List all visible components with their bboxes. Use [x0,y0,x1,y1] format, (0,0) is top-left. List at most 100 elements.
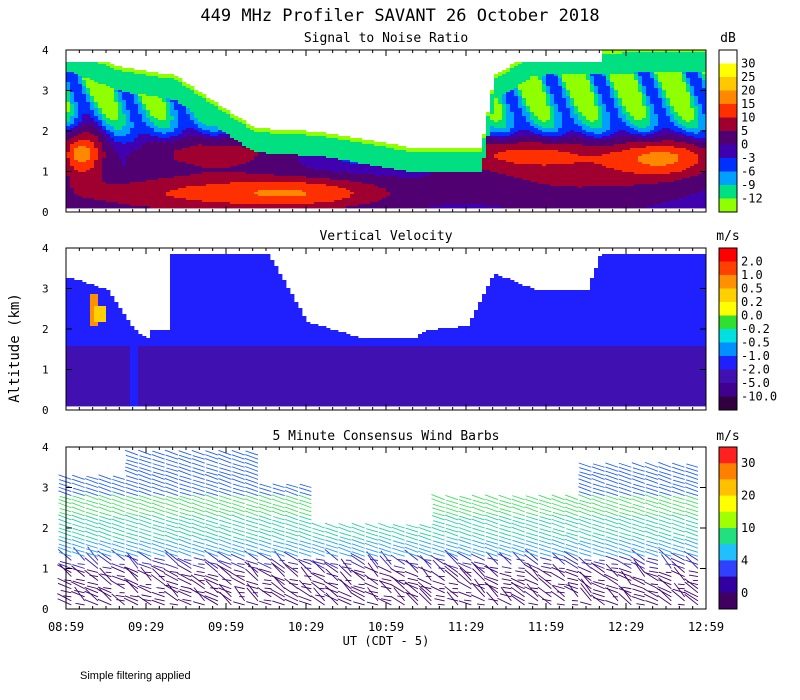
snr-cell [98,132,103,135]
snr-cell [326,188,331,191]
snr-cell [198,108,203,111]
snr-cell [250,194,255,197]
snr-cell [102,134,107,137]
snr-cell [146,202,151,205]
snr-cell [222,152,227,155]
snr-cell [70,136,75,139]
snr-cell [302,148,307,151]
snr-cell [270,148,275,151]
snr-cell [74,84,79,87]
snr-cell [158,204,163,207]
snr-cell [150,158,155,161]
snr-cell [102,144,107,147]
snr-cell [106,190,111,193]
snr-cell [250,138,255,141]
snr-cell [78,150,83,153]
snr-cell [350,184,355,187]
snr-cell [302,156,307,159]
snr-cell [178,104,183,107]
snr-cell [234,168,239,171]
snr-cell [146,128,151,131]
snr-cell [206,184,211,187]
snr-cell [178,156,183,159]
snr-cell [322,176,327,179]
snr-cell [74,180,79,183]
snr-cell [70,82,75,85]
snr-cell [126,200,131,203]
snr-cell [262,174,267,177]
snr-cell [142,102,147,105]
snr-cell [74,66,79,69]
snr-cell [258,142,263,145]
snr-cell [182,146,187,149]
snr-cell [230,140,235,143]
snr-cell [110,192,115,195]
snr-cell [118,174,123,177]
snr-cell [166,170,171,173]
snr-cell [162,92,167,95]
snr-cell [154,178,159,181]
snr-cell [234,132,239,135]
snr-cell [218,154,223,157]
snr-cell [366,196,371,199]
snr-cell [110,100,115,103]
snr-cell [278,178,283,181]
snr-cell [270,144,275,147]
snr-cell [170,130,175,133]
snr-cell [114,116,119,119]
snr-cell [362,200,367,203]
snr-cell [326,194,331,197]
snr-cell [294,186,299,189]
snr-cell [198,150,203,153]
snr-cell [322,162,327,165]
snr-cell [158,154,163,157]
snr-cell [258,176,263,179]
snr-cell [94,160,99,163]
snr-cell [278,184,283,187]
snr-cell [78,194,83,197]
snr-cell [270,156,275,159]
snr-cell [222,140,227,143]
snr-cell [150,94,155,97]
snr-cell [294,204,299,207]
snr-cell [114,130,119,133]
snr-cell [122,90,127,93]
snr-cell [134,84,139,87]
snr-cell [210,142,215,145]
snr-cell [102,90,107,93]
snr-cell [310,156,315,159]
snr-cell [314,162,319,165]
snr-cell [158,152,163,155]
snr-cell [282,150,287,153]
snr-cell [194,144,199,147]
snr-cell [170,166,175,169]
snr-cell [250,140,255,143]
snr-cell [234,196,239,199]
snr-cell [234,172,239,175]
snr-cell [182,84,187,87]
snr-cell [182,186,187,189]
snr-cell [302,200,307,203]
snr-cell [78,86,83,89]
snr-cell [154,170,159,173]
snr-cell [170,74,175,77]
snr-cell [238,152,243,155]
snr-cell [306,174,311,177]
snr-cell [130,90,135,93]
snr-cell [354,170,359,173]
snr-cell [222,116,227,119]
snr-cell [106,122,111,125]
snr-cell [126,160,131,163]
snr-cell [74,160,79,163]
snr-cell [70,192,75,195]
snr-cell [218,192,223,195]
snr-cell [234,152,239,155]
snr-cell [290,136,295,139]
snr-cell [230,150,235,153]
snr-cell [70,198,75,201]
snr-cell [90,162,95,165]
snr-cell [86,100,91,103]
snr-cell [162,204,167,207]
snr-cell [454,206,459,209]
snr-cell [110,108,115,111]
